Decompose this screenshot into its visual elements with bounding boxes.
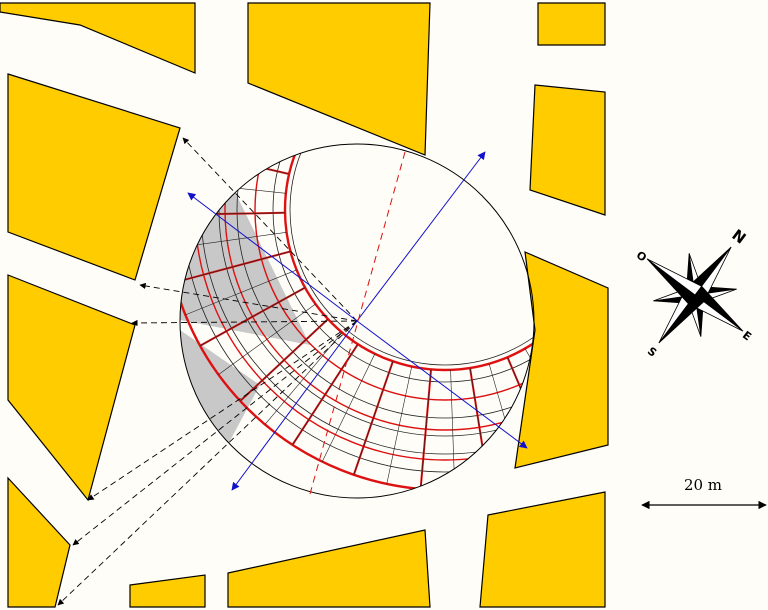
shadow-area <box>180 330 260 450</box>
grid-radial <box>185 269 297 316</box>
axis-north-east <box>356 151 486 322</box>
grid-radial <box>218 303 316 375</box>
building <box>7 274 136 502</box>
compass-south-label: S <box>645 345 659 360</box>
sight-line <box>57 320 358 606</box>
grid-radial <box>240 318 329 402</box>
grid-radial <box>181 144 295 156</box>
building <box>7 476 71 608</box>
building <box>537 2 606 46</box>
sight-lines <box>57 137 358 606</box>
sun-path-arc <box>283 144 534 372</box>
orientation-axes <box>187 151 528 491</box>
sight-line <box>72 320 358 546</box>
date-arc <box>224 144 534 431</box>
building <box>479 491 606 608</box>
grid-radial <box>420 369 432 489</box>
buildings-layer <box>0 2 609 608</box>
sight-line <box>139 282 358 322</box>
compass-rose-icon: N E S O <box>634 226 754 360</box>
compass-north-label: N <box>728 226 749 248</box>
building <box>0 2 196 74</box>
grid-radial <box>264 332 343 425</box>
sight-line <box>182 137 358 322</box>
grid-arc <box>289 144 534 366</box>
grid-arc <box>236 144 534 419</box>
compass-west-label: O <box>634 248 649 264</box>
building <box>129 574 206 608</box>
building <box>529 84 606 216</box>
axis-south-east <box>356 320 528 449</box>
grid-radial <box>180 180 286 194</box>
sight-line <box>87 320 358 501</box>
grid-radial <box>353 361 394 475</box>
grid-radial <box>180 146 290 175</box>
grid-radial <box>321 353 376 462</box>
axis-south-west <box>231 320 358 491</box>
date-arc <box>254 144 534 401</box>
building <box>227 529 431 608</box>
grid-radial <box>469 367 490 487</box>
grid-radial <box>386 366 413 484</box>
scale-label: 20 m <box>684 476 722 494</box>
building <box>7 73 181 281</box>
sight-line <box>131 319 358 327</box>
sky-dome-circle <box>179 143 535 499</box>
building <box>514 251 609 469</box>
building <box>247 2 431 156</box>
axis-north-west <box>187 192 358 322</box>
grid-arc <box>272 144 534 383</box>
grid-radial <box>199 287 306 347</box>
scale-bar: 20 m <box>641 476 767 510</box>
